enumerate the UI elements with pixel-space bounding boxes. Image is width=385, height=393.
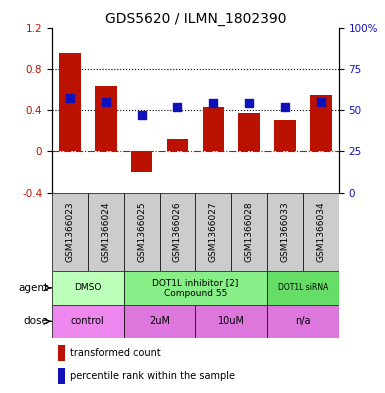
Title: GDS5620 / ILMN_1802390: GDS5620 / ILMN_1802390	[105, 13, 286, 26]
Bar	[52, 305, 124, 338]
Bar	[58, 345, 65, 361]
Text: GSM1366027: GSM1366027	[209, 202, 218, 262]
Point	[318, 99, 324, 105]
Bar	[52, 193, 88, 271]
Bar	[274, 120, 296, 151]
Text: GSM1366025: GSM1366025	[137, 202, 146, 262]
Text: n/a: n/a	[295, 316, 311, 326]
Point	[174, 104, 181, 110]
Bar	[195, 305, 267, 338]
Text: agent: agent	[18, 283, 48, 293]
Bar	[124, 305, 195, 338]
Text: GSM1366028: GSM1366028	[244, 202, 254, 262]
Bar	[195, 193, 231, 271]
Text: GSM1366034: GSM1366034	[316, 202, 325, 262]
Bar	[58, 367, 65, 384]
Text: GSM1366023: GSM1366023	[65, 202, 74, 262]
Text: DMSO: DMSO	[74, 283, 102, 292]
Text: DOT1L siRNA: DOT1L siRNA	[278, 283, 328, 292]
Point	[246, 100, 252, 107]
Text: GSM1366033: GSM1366033	[281, 202, 290, 262]
Bar	[267, 305, 339, 338]
Bar	[95, 86, 117, 151]
Bar	[131, 151, 152, 172]
Text: transformed count: transformed count	[70, 348, 161, 358]
Bar	[159, 193, 196, 271]
Bar	[238, 113, 260, 151]
Point	[103, 99, 109, 105]
Bar	[231, 193, 267, 271]
Point	[282, 104, 288, 110]
Text: dose: dose	[23, 316, 48, 326]
Text: GSM1366024: GSM1366024	[101, 202, 110, 262]
Bar	[124, 193, 159, 271]
Bar	[310, 95, 331, 151]
Text: control: control	[71, 316, 105, 326]
Bar	[124, 271, 267, 305]
Bar	[203, 107, 224, 151]
Point	[139, 112, 145, 118]
Bar	[303, 193, 339, 271]
Text: DOT1L inhibitor [2]
Compound 55: DOT1L inhibitor [2] Compound 55	[152, 278, 239, 298]
Bar	[167, 139, 188, 151]
Text: GSM1366026: GSM1366026	[173, 202, 182, 262]
Bar	[267, 271, 339, 305]
Bar	[88, 193, 124, 271]
Bar	[59, 53, 81, 151]
Bar	[267, 193, 303, 271]
Text: percentile rank within the sample: percentile rank within the sample	[70, 371, 236, 381]
Text: 2uM: 2uM	[149, 316, 170, 326]
Bar	[52, 271, 124, 305]
Point	[67, 95, 73, 102]
Text: 10uM: 10uM	[218, 316, 245, 326]
Point	[210, 100, 216, 107]
